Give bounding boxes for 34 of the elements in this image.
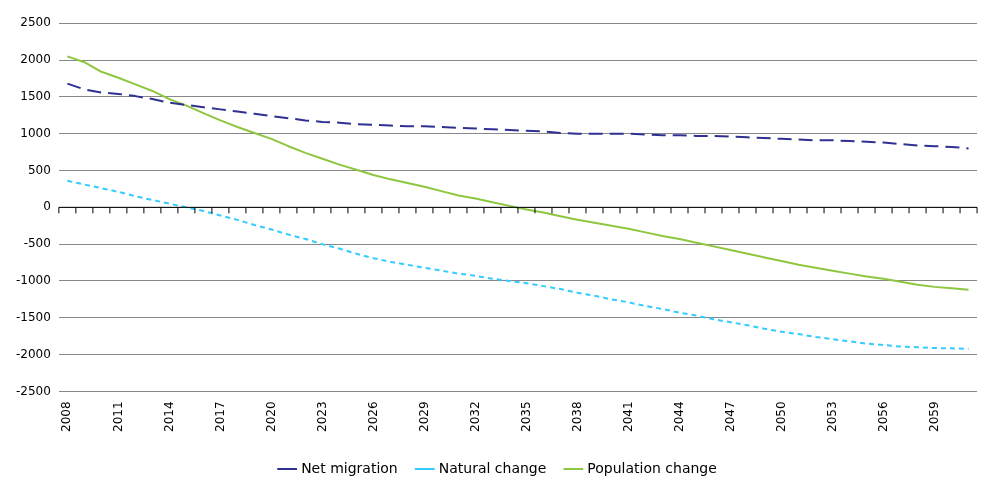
y-tick-label: 0 bbox=[43, 199, 51, 214]
x-tick-label: 2023 bbox=[314, 401, 329, 433]
y-tick-label: 1500 bbox=[20, 88, 51, 103]
x-tick-label: 2038 bbox=[569, 401, 584, 433]
x-tick-label: 2020 bbox=[263, 401, 278, 433]
x-tick-label: 2056 bbox=[875, 401, 890, 433]
legend-label: Net migration bbox=[301, 459, 398, 476]
y-tick-label: 2000 bbox=[20, 52, 51, 67]
x-tick-label: 2017 bbox=[212, 401, 227, 433]
x-tick-label: 2011 bbox=[110, 401, 125, 433]
x-tick-label: 2026 bbox=[365, 401, 380, 433]
x-tick-label: 2047 bbox=[722, 401, 737, 433]
x-tick-label: 2053 bbox=[824, 401, 839, 433]
x-tick-label: 2014 bbox=[161, 401, 176, 433]
y-tick-label: -2500 bbox=[15, 383, 51, 398]
x-tick-label: 2050 bbox=[773, 401, 788, 433]
legend-label: Natural change bbox=[438, 459, 547, 476]
x-tick-label: 2008 bbox=[59, 401, 74, 433]
x-tick-label: 2035 bbox=[518, 401, 533, 433]
y-tick-label: -1000 bbox=[15, 273, 51, 288]
legend-label: Population change bbox=[587, 459, 717, 476]
y-tick-label: 1000 bbox=[20, 125, 51, 140]
y-tick-label: 2500 bbox=[20, 15, 51, 30]
x-tick-label: 2029 bbox=[416, 401, 431, 433]
line-series bbox=[66, 82, 970, 150]
line-series bbox=[66, 179, 970, 350]
x-tick-label: 2032 bbox=[467, 401, 482, 433]
x-tick-label: 2041 bbox=[620, 401, 635, 433]
y-tick-label: -1500 bbox=[15, 309, 51, 324]
x-tick-label: 2044 bbox=[671, 401, 686, 433]
y-tick-label: 500 bbox=[27, 162, 51, 177]
x-tick-label: 2059 bbox=[926, 401, 941, 433]
y-tick-label: -2000 bbox=[15, 346, 51, 361]
y-tick-label: -500 bbox=[23, 236, 51, 251]
